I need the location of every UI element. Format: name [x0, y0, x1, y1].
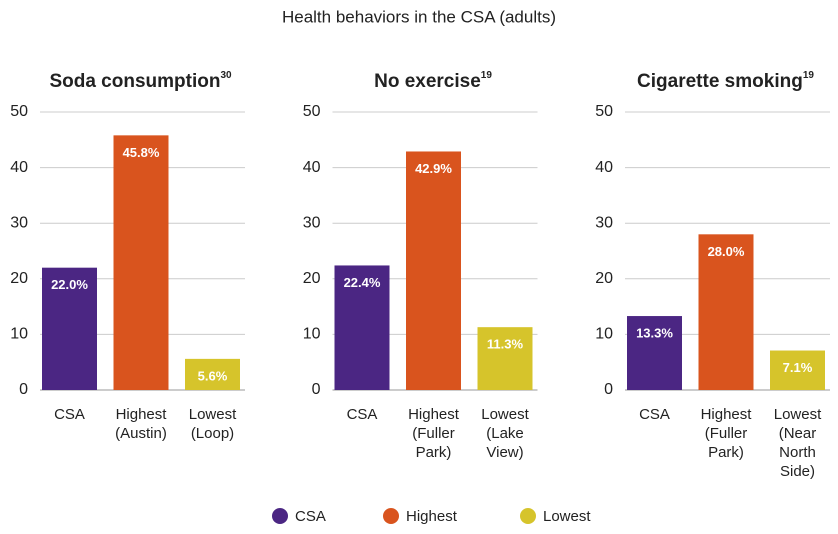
y-tick-label: 0: [312, 381, 321, 398]
y-tick-label: 50: [10, 103, 28, 120]
x-tick-label: Highest (Fuller Park): [700, 406, 752, 461]
value-label: 22.0%: [51, 277, 88, 292]
value-label: 5.6%: [198, 368, 228, 383]
value-label: 42.9%: [415, 161, 452, 176]
y-tick-label: 10: [595, 326, 613, 343]
y-tick-label: 10: [303, 326, 321, 343]
value-label: 13.3%: [636, 325, 673, 340]
footnote-ref: 19: [481, 70, 493, 81]
legend-label: Highest: [406, 508, 458, 525]
bar: [42, 267, 97, 390]
subchart-title: Soda consumption30: [49, 70, 232, 92]
x-tick-label: CSA: [54, 406, 85, 423]
legend-swatch: [383, 508, 399, 524]
y-tick-label: 20: [303, 270, 321, 287]
x-tick-label: CSA: [639, 406, 670, 423]
y-tick-label: 20: [10, 270, 28, 287]
subchart-title-text: No exercise: [374, 71, 481, 92]
bar: [770, 350, 825, 390]
x-tick-label: Lowest (Loop): [188, 406, 237, 442]
y-tick-label: 30: [303, 214, 321, 231]
subchart-title-text: Soda consumption: [49, 71, 220, 92]
bar: [185, 358, 240, 390]
y-tick-label: 50: [595, 103, 613, 120]
y-tick-label: 40: [303, 159, 321, 176]
value-label: 7.1%: [783, 360, 813, 375]
subchart-title: Cigarette smoking19: [637, 70, 814, 92]
value-label: 11.3%: [487, 337, 524, 352]
y-tick-label: 0: [604, 381, 613, 398]
legend-swatch: [272, 508, 288, 524]
x-tick-label: CSA: [346, 406, 378, 423]
legend-label: Lowest: [543, 508, 591, 525]
value-label: 28.0%: [708, 244, 745, 259]
footnote-ref: 19: [803, 70, 815, 81]
subchart-title-text: Cigarette smoking: [637, 71, 803, 92]
value-label: 45.8%: [123, 145, 160, 160]
y-tick-label: 10: [10, 326, 28, 343]
value-label: 22.4%: [344, 275, 381, 290]
bar: [698, 234, 754, 390]
legend-label: CSA: [295, 508, 326, 525]
y-tick-label: 40: [10, 159, 28, 176]
x-tick-label: Highest (Fuller Park): [408, 406, 459, 461]
x-tick-label: Lowest (Near North Side): [773, 406, 822, 480]
bar: [113, 135, 169, 390]
footnote-ref: 30: [220, 70, 232, 81]
x-tick-label: Highest (Austin): [115, 406, 167, 442]
y-tick-label: 40: [595, 159, 613, 176]
y-tick-label: 20: [595, 270, 613, 287]
bar: [477, 327, 533, 390]
subchart-title: No exercise19: [374, 70, 492, 92]
y-tick-label: 30: [595, 214, 613, 231]
y-tick-label: 0: [19, 381, 28, 398]
page-title: Health behaviors in the CSA (adults): [282, 7, 556, 26]
y-tick-label: 50: [303, 103, 321, 120]
legend-swatch: [520, 508, 536, 524]
x-tick-label: Lowest (Lake View): [481, 406, 529, 461]
bar: [334, 265, 390, 390]
bar: [406, 151, 461, 390]
y-tick-label: 30: [10, 214, 28, 231]
bar: [627, 316, 682, 390]
